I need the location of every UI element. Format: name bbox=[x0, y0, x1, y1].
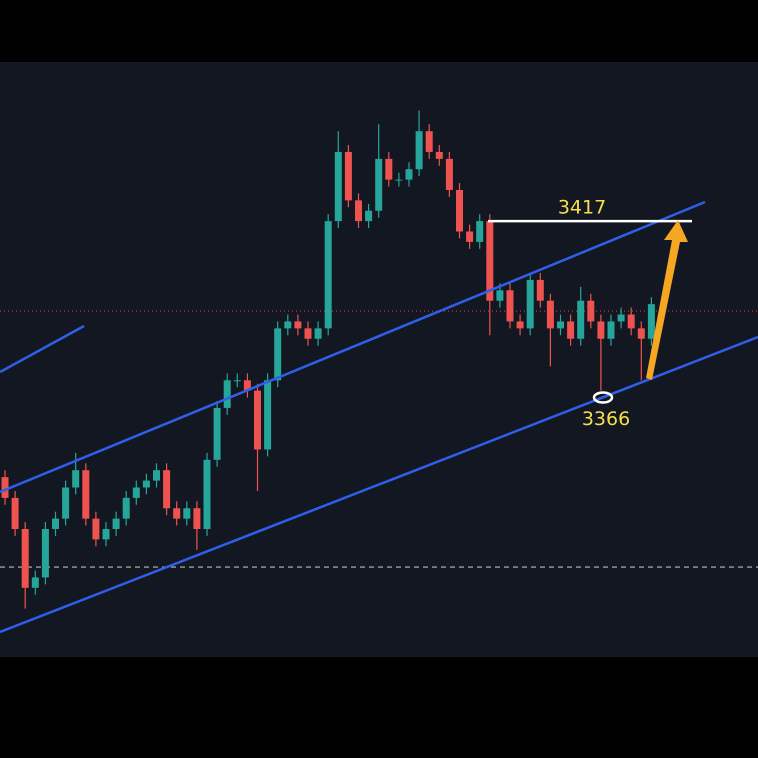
candle-body bbox=[31, 577, 39, 588]
candle-body bbox=[385, 158, 393, 180]
candle-body bbox=[617, 314, 625, 322]
candle-body bbox=[344, 151, 352, 201]
candle-body bbox=[11, 497, 19, 530]
candle-body bbox=[132, 487, 140, 498]
candle-body bbox=[496, 290, 504, 301]
candle-body bbox=[587, 300, 595, 322]
candle-body bbox=[183, 508, 191, 519]
candle-body bbox=[486, 221, 494, 301]
candle-body bbox=[62, 487, 70, 519]
candle-body bbox=[536, 279, 544, 301]
candle-body bbox=[334, 151, 342, 222]
candle-body bbox=[567, 321, 575, 339]
candle-body bbox=[264, 380, 272, 450]
support-marker bbox=[592, 391, 614, 404]
candle-body bbox=[233, 380, 241, 382]
candle-body bbox=[314, 328, 322, 339]
candle-body bbox=[173, 508, 181, 519]
candle-body bbox=[324, 221, 332, 329]
candle-body bbox=[52, 518, 59, 530]
candle-body bbox=[163, 470, 171, 509]
candle-body bbox=[213, 407, 221, 460]
candle-body bbox=[102, 529, 110, 540]
candle-body bbox=[395, 179, 403, 181]
candle-body bbox=[1, 477, 9, 498]
candle-body bbox=[526, 279, 534, 329]
candle-body bbox=[72, 470, 80, 488]
candle-body bbox=[597, 321, 605, 339]
candle-body bbox=[627, 314, 635, 329]
candle-body bbox=[415, 131, 423, 170]
candle-body bbox=[294, 321, 302, 329]
candle-body bbox=[445, 158, 453, 190]
candle-body bbox=[243, 380, 251, 391]
candle-body bbox=[355, 200, 362, 222]
candle-body bbox=[546, 300, 554, 329]
candle-body bbox=[647, 304, 655, 339]
candle-body bbox=[506, 290, 514, 322]
candle-body bbox=[274, 328, 282, 381]
candle-body bbox=[112, 518, 120, 530]
arrow bbox=[646, 220, 688, 380]
channel-upper bbox=[0, 200, 706, 494]
candle-body bbox=[82, 470, 90, 519]
candle-body bbox=[557, 321, 564, 329]
candle-body bbox=[607, 321, 615, 339]
candle-body bbox=[41, 529, 49, 578]
candle-body bbox=[476, 221, 484, 242]
resistance-label: 3417 bbox=[558, 197, 606, 219]
candle-body bbox=[425, 131, 433, 152]
candle-body bbox=[142, 480, 150, 488]
candle-body bbox=[122, 497, 130, 519]
candle-body bbox=[365, 210, 373, 222]
levels bbox=[0, 310, 758, 568]
candle-body bbox=[405, 169, 413, 180]
candle-body bbox=[223, 380, 231, 408]
candle-body bbox=[466, 231, 474, 242]
candle-body bbox=[254, 390, 261, 450]
candle-body bbox=[435, 151, 443, 159]
candle-body bbox=[637, 328, 645, 339]
candle-body bbox=[516, 321, 524, 329]
candle-body bbox=[577, 300, 585, 339]
candle-body bbox=[92, 518, 100, 540]
channel-old bbox=[0, 324, 85, 374]
support-label: 3366 bbox=[582, 408, 630, 430]
candle-body bbox=[284, 321, 292, 329]
candle-body bbox=[456, 189, 463, 232]
candles bbox=[1, 110, 655, 609]
candle-body bbox=[375, 158, 383, 211]
candle-body bbox=[21, 529, 29, 588]
candle-body bbox=[304, 328, 312, 339]
annotations: 3417 3366 bbox=[488, 197, 692, 430]
candle-body bbox=[153, 470, 160, 481]
candle-body bbox=[193, 508, 201, 530]
channel-lower bbox=[0, 335, 758, 634]
candle-body bbox=[203, 459, 211, 530]
